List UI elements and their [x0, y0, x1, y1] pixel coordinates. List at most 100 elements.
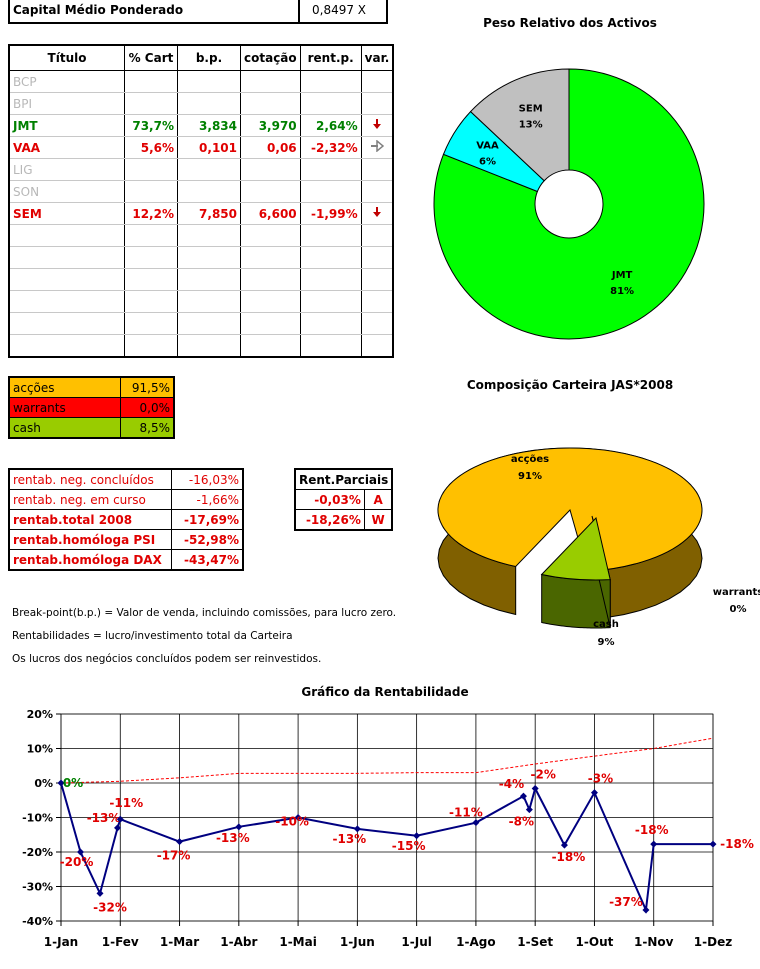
cotacao-cell [240, 180, 301, 203]
x-tick-label: 1-Jun [340, 935, 375, 949]
rent-cell [299, 246, 362, 269]
allocation-value: 91,5% [120, 376, 175, 398]
bp-cell [177, 92, 241, 115]
cotacao-cell [240, 92, 301, 115]
positions-row [8, 290, 394, 313]
doughnut-slice-label: VAA [476, 140, 499, 151]
note-rentabilidades: Rentabilidades = lucro/investimento tota… [12, 630, 293, 642]
positions-header-row: Título % Cart b.p. cotação rent.p. var. [8, 44, 394, 71]
return-point [76, 848, 84, 856]
trend-line [60, 737, 714, 784]
allocation-row: cash 8,5% [8, 417, 175, 439]
ticker-cell: LIG [8, 158, 125, 181]
ticker-cell: BCP [8, 70, 125, 93]
bp-cell [177, 70, 241, 93]
pct-cart-cell [124, 334, 178, 358]
return-data-label: -13% [216, 831, 250, 845]
doughnut-slice-pct: 81% [610, 286, 634, 297]
return-data-label: -11% [109, 796, 143, 810]
y-tick-label: 0% [34, 777, 53, 790]
header-rent-p: rent.p. [299, 44, 362, 71]
x-tick-label: 1-Mar [160, 935, 199, 949]
returns-label: rentab. neg. em curso [8, 489, 172, 510]
return-data-label: -20% [60, 855, 94, 869]
return-point [525, 806, 533, 814]
return-point [57, 779, 65, 787]
positions-table: Título % Cart b.p. cotação rent.p. var. … [8, 44, 395, 358]
header-pct-cart: % Cart [124, 44, 178, 71]
cotacao-cell: 3,970 [240, 114, 301, 137]
rent-cell [299, 290, 362, 313]
x-tick-label: 1-Set [517, 935, 553, 949]
return-point [96, 889, 104, 897]
x-tick-label: 1-Jan [44, 935, 78, 949]
bp-cell [177, 334, 241, 358]
doughnut-chart: Peso Relativo dos Activos JMT 81% VAA 6% SEM… [433, 16, 705, 340]
positions-body: BCP BPI JMT 73,7% 3,834 3,970 2,64% VAA 5,6% 0,10… [8, 70, 394, 358]
bp-cell: 3,834 [177, 114, 241, 137]
returns-label: rentab.homóloga PSI [8, 529, 172, 550]
return-data-label: -10% [275, 815, 309, 829]
doughnut-slice-label: SEM [519, 103, 543, 114]
positions-row: SEM 12,2% 7,850 6,600 -1,99% [8, 202, 394, 225]
ticker-cell [8, 246, 125, 269]
positions-row [8, 246, 394, 269]
ticker-cell [8, 224, 125, 247]
bp-cell [177, 158, 241, 181]
bp-cell [177, 312, 241, 335]
positions-row [8, 268, 394, 291]
cotacao-cell [240, 290, 301, 313]
doughnut-title: Peso Relativo dos Activos [483, 16, 657, 30]
pct-cart-cell [124, 312, 178, 335]
returns-row: rentab. neg. concluídos -16,03% [8, 468, 244, 490]
var-cell [360, 92, 394, 115]
partial-tag: A [363, 489, 393, 510]
return-data-label: -37% [609, 895, 643, 909]
rent-cell [299, 158, 362, 181]
line-chart: Gráfico da Rentabilidade 20% 10% 0% -10% -20… [22, 685, 754, 949]
var-cell [360, 312, 394, 335]
bp-cell: 0,101 [177, 136, 241, 159]
cotacao-cell [240, 158, 301, 181]
allocation-label: cash [8, 417, 121, 439]
pct-cart-cell: 5,6% [124, 136, 178, 159]
pie3d-label: acções [511, 454, 549, 465]
rent-cell: -1,99% [299, 202, 362, 225]
rent-cell [299, 70, 362, 93]
return-data-label: -18% [552, 850, 586, 864]
returns-label: rentab.total 2008 [8, 509, 172, 530]
partial-header: Rent.Parciais [294, 468, 393, 490]
return-point [650, 840, 658, 848]
return-data-label: -3% [588, 772, 613, 786]
rent-cell [299, 92, 362, 115]
returns-label: rentab. neg. concluídos [8, 468, 172, 490]
note-breakpoint: Break-point(b.p.) = Valor de venda, incl… [12, 607, 397, 619]
partial-returns-table: Rent.Parciais -0,03% A -18,26% W [294, 468, 394, 531]
partial-value: -0,03% [294, 489, 365, 510]
doughnut-slice-sem [469, 68, 570, 182]
var-cell [360, 70, 394, 93]
returns-row: rentab. neg. em curso -1,66% [8, 489, 244, 510]
cotacao-cell [240, 70, 301, 93]
ticker-cell [8, 334, 125, 358]
header-bp: b.p. [177, 44, 241, 71]
return-point [294, 814, 302, 821]
allocation-body: acções 91,5% warrants 0,0% cash 8,5% [8, 376, 175, 439]
allocation-label: acções [8, 376, 121, 398]
return-point [709, 840, 717, 848]
allocation-value: 8,5% [120, 417, 175, 439]
positions-row [8, 312, 394, 335]
header-cotacao: cotação [240, 44, 301, 71]
returns-value: -1,66% [171, 489, 244, 510]
positions-row [8, 334, 394, 358]
pct-cart-cell [124, 70, 178, 93]
x-tick-label: 1-Dez [694, 935, 732, 949]
rent-cell [299, 180, 362, 203]
allocation-label: warrants [8, 397, 121, 418]
rent-cell [299, 224, 362, 247]
ticker-cell [8, 290, 125, 313]
doughnut-slice-pct: 6% [479, 156, 496, 167]
return-data-label: -18% [720, 837, 754, 851]
allocation-table: acções 91,5% warrants 0,0% cash 8,5% [8, 376, 175, 439]
var-cell [360, 268, 394, 291]
